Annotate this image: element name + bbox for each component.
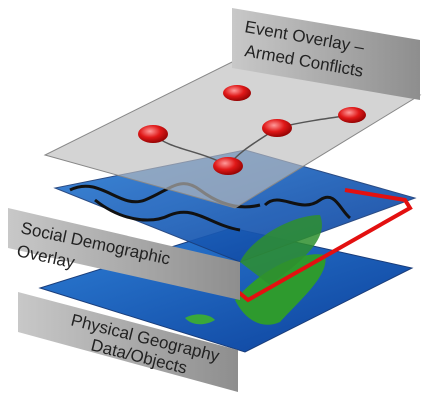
event-marker bbox=[262, 119, 292, 137]
label-tab bbox=[232, 8, 420, 100]
land bbox=[185, 314, 215, 325]
event-marker bbox=[223, 85, 251, 101]
region-outline bbox=[234, 188, 413, 303]
label-tab bbox=[8, 208, 240, 300]
land bbox=[235, 254, 326, 325]
boundary-line bbox=[263, 195, 352, 220]
land bbox=[240, 215, 322, 285]
event-layer: Event Overlay – Armed Conflicts bbox=[43, 8, 422, 209]
event-marker bbox=[138, 125, 168, 143]
event-marker bbox=[338, 107, 366, 123]
event-marker bbox=[213, 157, 243, 175]
boundary-line bbox=[94, 198, 241, 232]
label-tab bbox=[18, 292, 238, 392]
